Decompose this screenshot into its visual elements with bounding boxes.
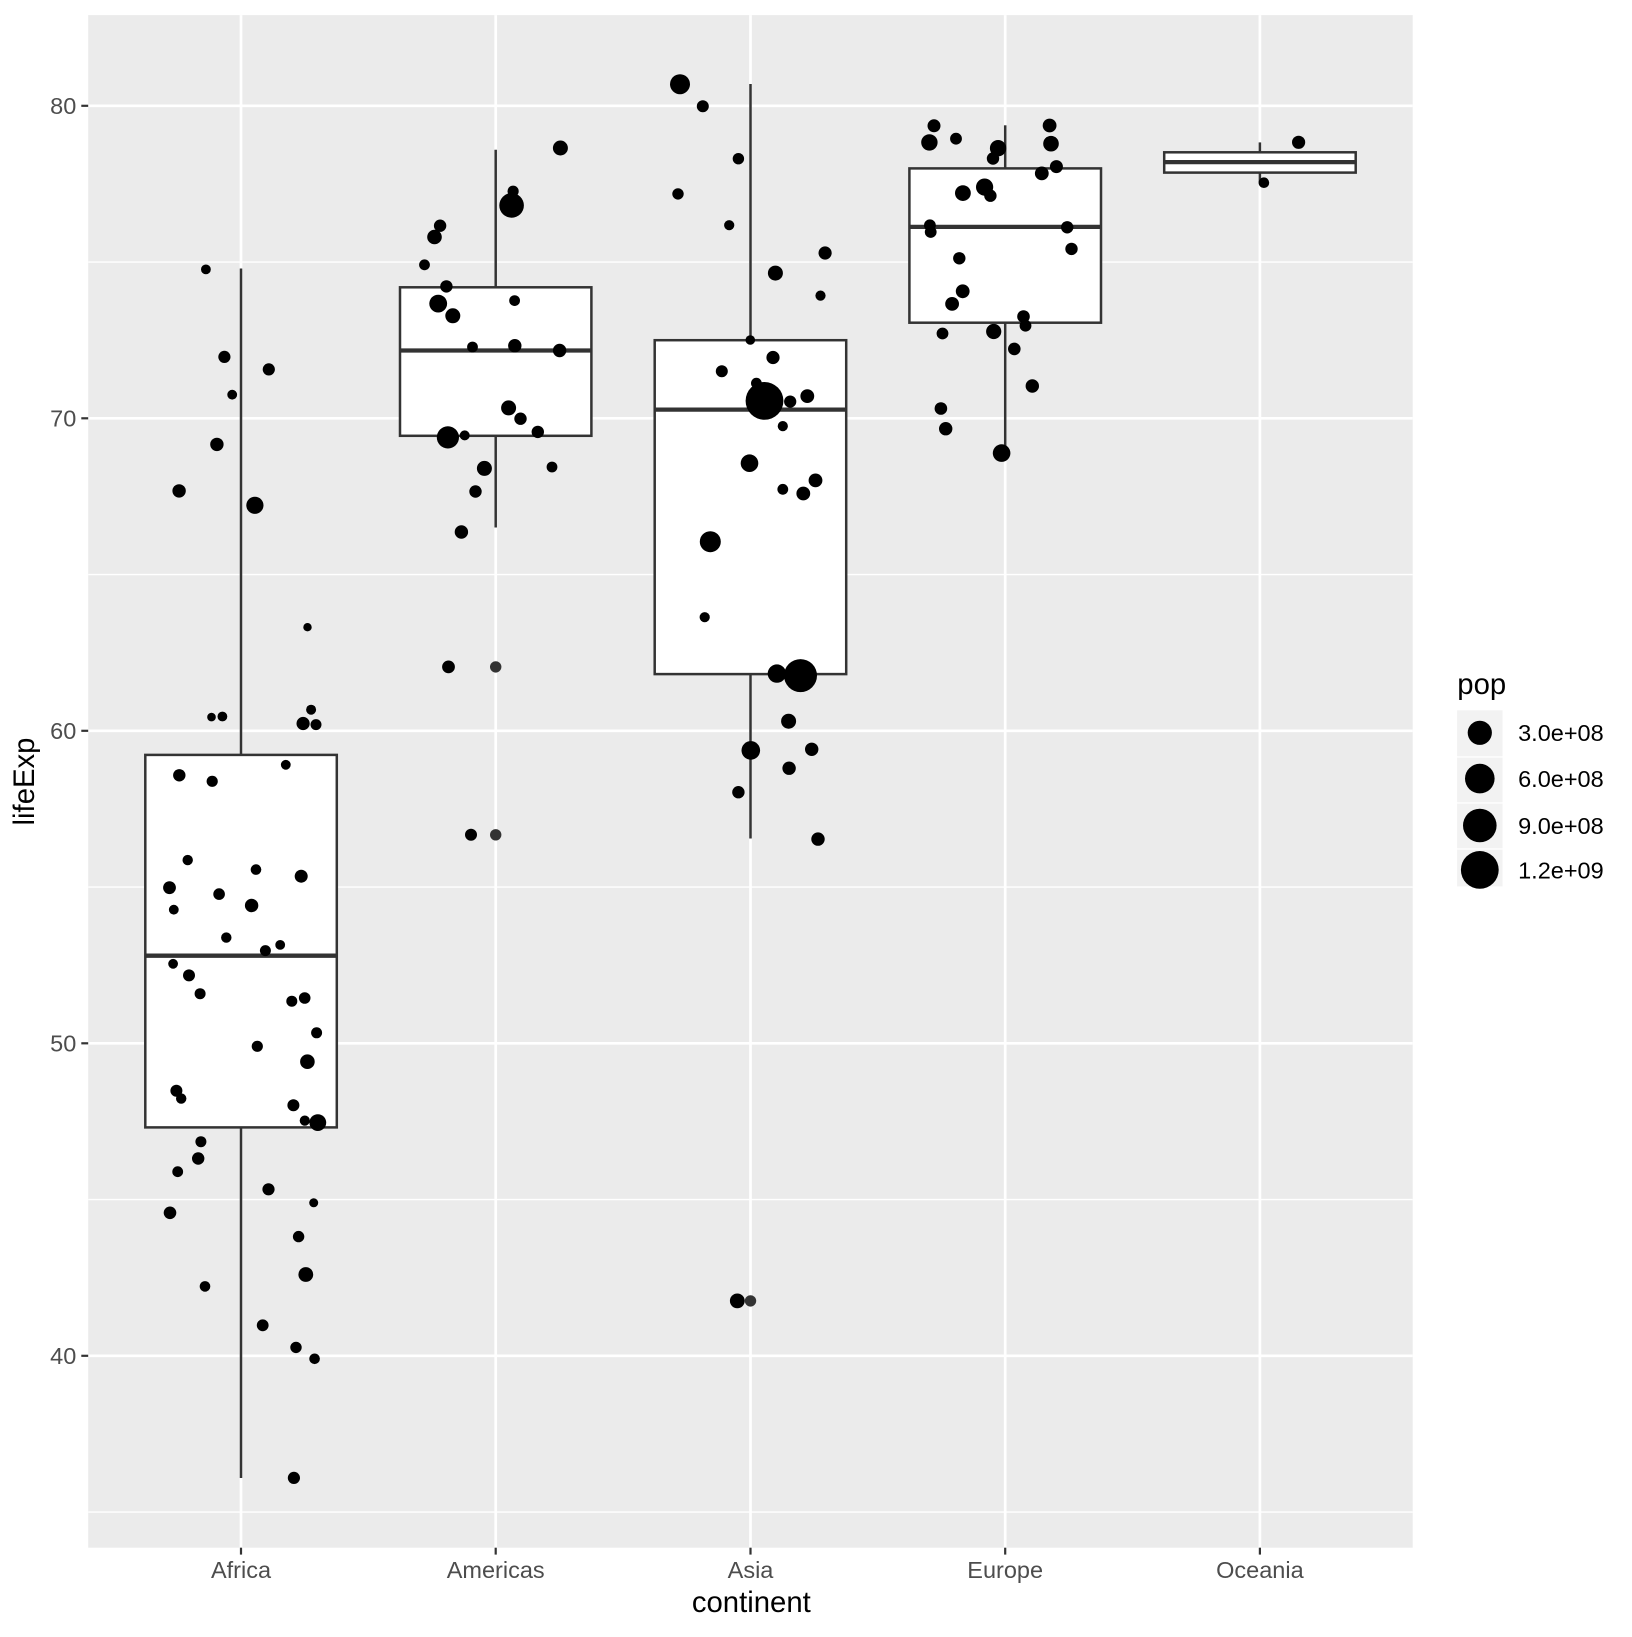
svg-text:80: 80 bbox=[50, 93, 76, 119]
svg-text:pop: pop bbox=[1457, 668, 1506, 701]
svg-text:6.0e+08: 6.0e+08 bbox=[1518, 766, 1604, 792]
svg-text:Europe: Europe bbox=[967, 1557, 1043, 1583]
svg-text:Africa: Africa bbox=[211, 1557, 272, 1583]
svg-text:50: 50 bbox=[50, 1031, 76, 1057]
svg-text:60: 60 bbox=[50, 718, 76, 744]
svg-text:1.2e+09: 1.2e+09 bbox=[1518, 857, 1604, 883]
svg-text:Oceania: Oceania bbox=[1216, 1557, 1304, 1583]
svg-text:Asia: Asia bbox=[728, 1557, 775, 1583]
svg-text:Americas: Americas bbox=[447, 1557, 545, 1583]
svg-text:9.0e+08: 9.0e+08 bbox=[1518, 813, 1604, 839]
svg-text:continent: continent bbox=[692, 1586, 811, 1619]
svg-text:70: 70 bbox=[50, 406, 76, 432]
svg-text:40: 40 bbox=[50, 1343, 76, 1369]
svg-text:lifeExp: lifeExp bbox=[8, 738, 41, 826]
svg-text:3.0e+08: 3.0e+08 bbox=[1518, 720, 1604, 746]
